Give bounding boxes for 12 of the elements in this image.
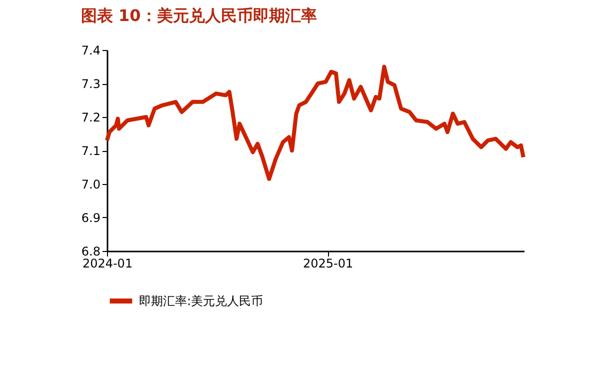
y-tick-label: 7.3 — [81, 77, 100, 91]
y-tick-label: 7.4 — [81, 44, 100, 58]
line-series — [105, 64, 526, 181]
x-tick-label: 2024-01 — [82, 256, 133, 270]
y-tick-label: 7.1 — [81, 144, 100, 158]
y-tick-label: 7.0 — [81, 178, 100, 192]
y-tick-label: 6.8 — [81, 244, 100, 258]
legend-label: 即期汇率:美元兑人民币 — [139, 294, 264, 308]
x-tick-label: 2025-01 — [302, 256, 354, 270]
y-tick-label: 7.2 — [81, 110, 100, 124]
chart-title: 图表 10：美元兑人民币即期汇率 — [80, 6, 317, 25]
y-tick-label: 6.9 — [81, 211, 100, 225]
